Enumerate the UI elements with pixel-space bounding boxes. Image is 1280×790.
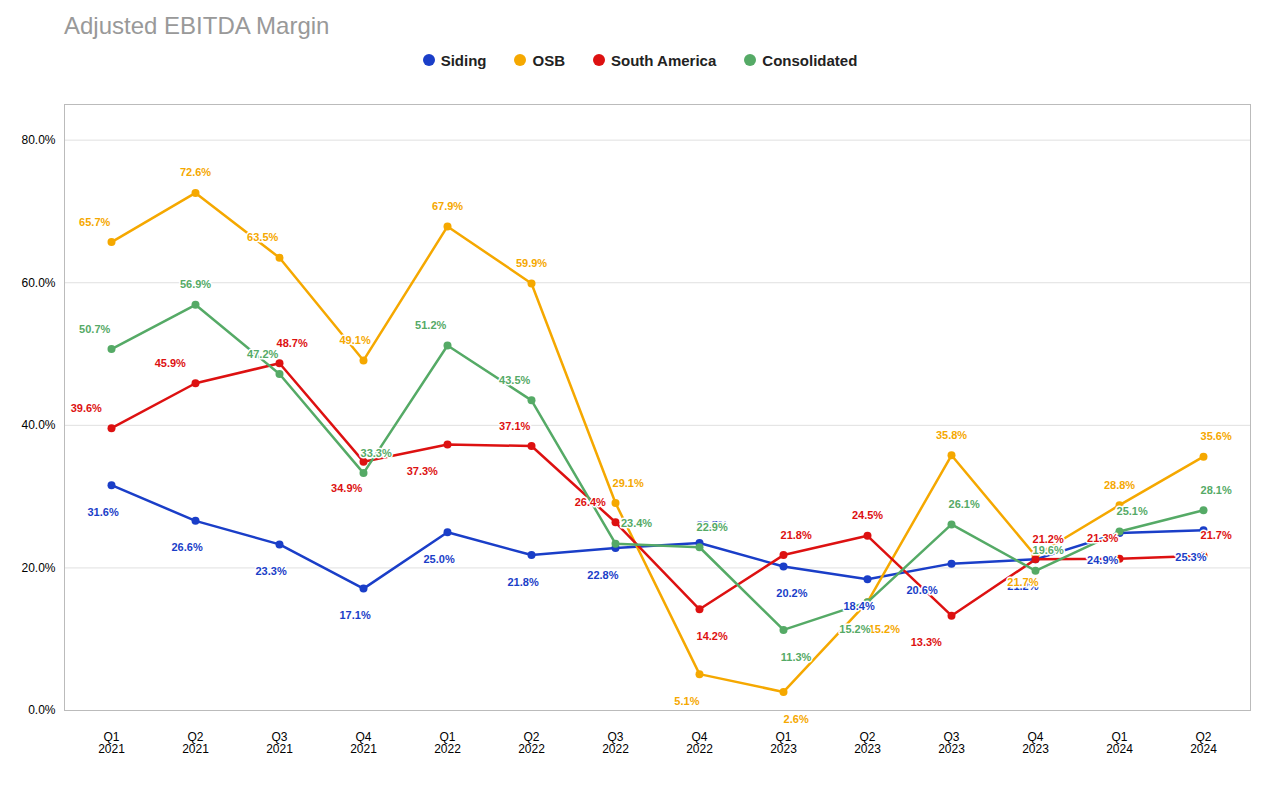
svg-text:28.8%: 28.8%	[1104, 479, 1135, 491]
svg-text:Q12022: Q12022	[434, 730, 461, 756]
svg-text:26.4%: 26.4%	[575, 496, 606, 508]
svg-text:31.6%: 31.6%	[87, 506, 118, 518]
svg-text:34.9%: 34.9%	[331, 482, 362, 494]
svg-text:47.2%: 47.2%	[247, 348, 278, 360]
svg-text:26.6%: 26.6%	[171, 541, 202, 553]
svg-text:59.9%: 59.9%	[516, 257, 547, 269]
svg-text:13.3%: 13.3%	[911, 636, 942, 648]
svg-text:25.0%: 25.0%	[423, 553, 454, 565]
svg-text:20.6%: 20.6%	[906, 584, 937, 596]
svg-text:Q12023: Q12023	[770, 730, 797, 756]
svg-text:45.9%: 45.9%	[155, 357, 186, 369]
svg-text:5.1%: 5.1%	[674, 695, 699, 707]
svg-text:23.4%: 23.4%	[621, 517, 652, 529]
svg-text:63.5%: 63.5%	[247, 231, 278, 243]
html-text:OSB: OSB	[532, 51, 565, 69]
svg-text:48.7%: 48.7%	[277, 337, 308, 349]
svg-text:Q12024: Q12024	[1106, 730, 1133, 756]
svg-text:Q32021: Q32021	[266, 730, 293, 756]
svg-text:29.1%: 29.1%	[613, 477, 644, 489]
svg-text:37.3%: 37.3%	[407, 465, 438, 477]
svg-text:Q42021: Q42021	[350, 730, 377, 756]
svg-text:Q42022: Q42022	[686, 730, 713, 756]
svg-text:18.4%: 18.4%	[843, 600, 874, 612]
svg-text:28.1%: 28.1%	[1201, 484, 1232, 496]
svg-text:Q32022: Q32022	[602, 730, 629, 756]
svg-text:33.3%: 33.3%	[361, 447, 392, 459]
svg-text:20.2%: 20.2%	[776, 587, 807, 599]
svg-text:22.8%: 22.8%	[587, 569, 618, 581]
svg-text:60.0%: 60.0%	[21, 276, 55, 290]
svg-text:Q22024: Q22024	[1190, 730, 1217, 756]
svg-text:56.9%: 56.9%	[180, 278, 211, 290]
html-text:South America: South America	[611, 51, 717, 69]
svg-text:17.1%: 17.1%	[339, 609, 370, 621]
svg-text:20.0%: 20.0%	[21, 561, 55, 575]
svg-text:24.9%: 24.9%	[1087, 554, 1118, 566]
svg-text:24.5%: 24.5%	[852, 509, 883, 521]
html-text:Consolidated: Consolidated	[762, 51, 858, 69]
html-text:Adjusted EBITDA Margin: Adjusted EBITDA Margin	[64, 12, 330, 39]
svg-text:40.0%: 40.0%	[21, 418, 55, 432]
svg-text:50.7%: 50.7%	[79, 323, 110, 335]
svg-text:51.2%: 51.2%	[415, 319, 446, 331]
svg-text:21.8%: 21.8%	[507, 576, 538, 588]
svg-text:19.6%: 19.6%	[1033, 544, 1064, 556]
svg-text:35.8%: 35.8%	[936, 429, 967, 441]
svg-text:37.1%: 37.1%	[499, 420, 530, 432]
svg-text:67.9%: 67.9%	[432, 200, 463, 212]
svg-text:0.0%: 0.0%	[28, 703, 56, 717]
svg-text:21.3%: 21.3%	[1087, 532, 1118, 544]
svg-text:Q22022: Q22022	[518, 730, 545, 756]
svg-text:26.1%: 26.1%	[949, 498, 980, 510]
svg-text:23.3%: 23.3%	[255, 565, 286, 577]
svg-text:Q22021: Q22021	[182, 730, 209, 756]
svg-text:21.8%: 21.8%	[781, 529, 812, 541]
svg-text:21.2%: 21.2%	[1033, 533, 1064, 545]
svg-text:35.6%: 35.6%	[1201, 430, 1232, 442]
svg-text:49.1%: 49.1%	[339, 334, 370, 346]
svg-text:39.6%: 39.6%	[71, 402, 102, 414]
svg-text:Q32023: Q32023	[938, 730, 965, 756]
svg-text:Q12021: Q12021	[98, 730, 125, 756]
svg-text:2.6%: 2.6%	[784, 713, 809, 725]
svg-text:15.2%: 15.2%	[839, 623, 870, 635]
svg-text:Q22023: Q22023	[854, 730, 881, 756]
svg-text:80.0%: 80.0%	[21, 133, 55, 147]
svg-text:Q42023: Q42023	[1022, 730, 1049, 756]
svg-text:14.2%: 14.2%	[697, 630, 728, 642]
svg-text:25.3%: 25.3%	[1175, 551, 1206, 563]
html-text:Siding: Siding	[440, 51, 487, 69]
svg-text:43.5%: 43.5%	[499, 374, 530, 386]
svg-text:72.6%: 72.6%	[180, 166, 211, 178]
svg-text:21.7%: 21.7%	[1201, 529, 1232, 541]
svg-text:11.3%: 11.3%	[781, 651, 812, 663]
svg-text:22.9%: 22.9%	[697, 521, 728, 533]
svg-text:25.1%: 25.1%	[1117, 505, 1148, 517]
svg-text:65.7%: 65.7%	[79, 216, 110, 228]
svg-text:21.7%: 21.7%	[1007, 576, 1038, 588]
svg-text:15.2%: 15.2%	[869, 623, 900, 635]
